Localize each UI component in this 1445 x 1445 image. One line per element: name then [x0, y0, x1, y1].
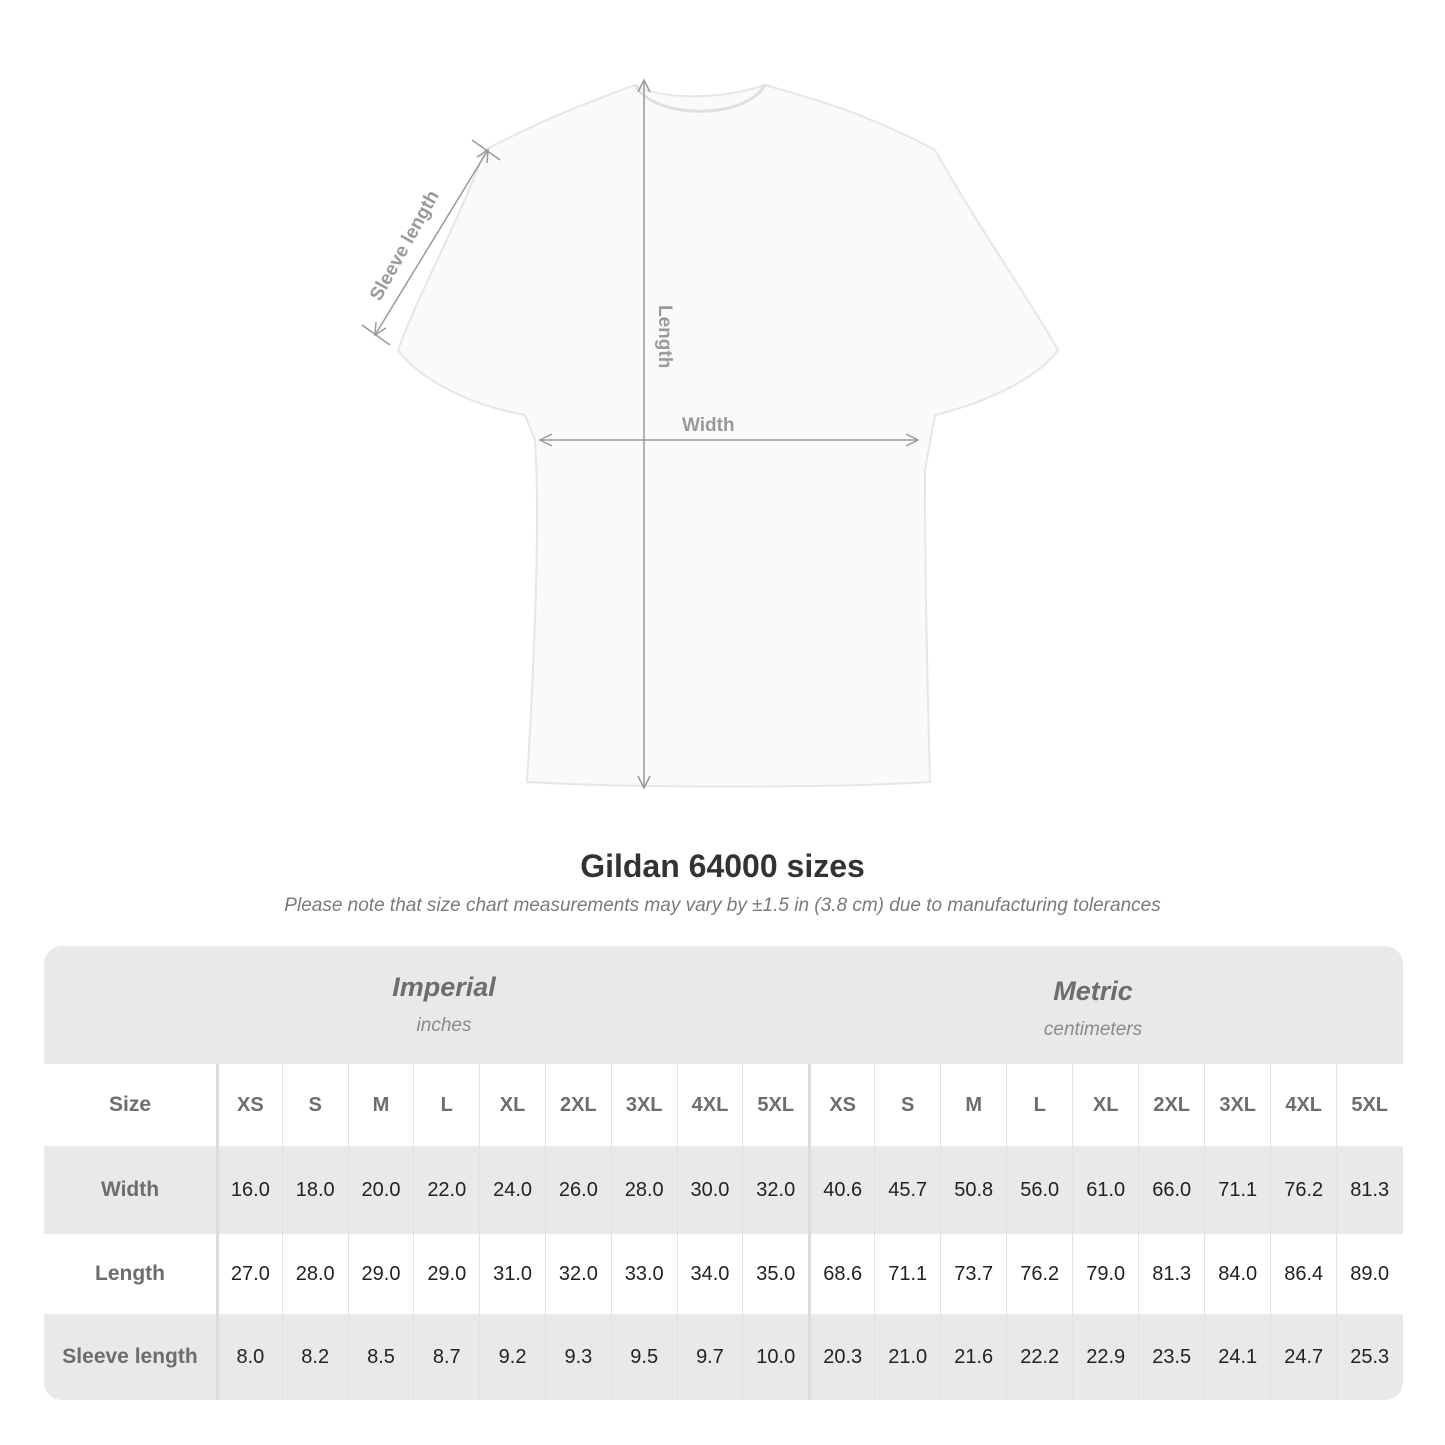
value-cell: 8.7 [413, 1314, 479, 1400]
imperial-unit: inches [416, 1015, 472, 1036]
tshirt-image [396, 83, 1060, 788]
value-cell: 22.2 [1006, 1314, 1072, 1400]
value-cell: 33.0 [610, 1234, 677, 1314]
value-cell: 50.8 [940, 1146, 1006, 1234]
value-cell: 26.0 [544, 1146, 611, 1234]
tolerance-note: Please note that size chart measurements… [284, 895, 1161, 916]
value-cell: 21.0 [874, 1314, 940, 1400]
value-cell: 29.0 [413, 1234, 479, 1314]
value-cell: 24.1 [1204, 1314, 1270, 1400]
value-cell: 68.6 [808, 1234, 874, 1314]
value-cell: 29.0 [347, 1234, 414, 1314]
value-cell: 21.6 [940, 1314, 1006, 1400]
size-header-cell: M [940, 1064, 1006, 1146]
value-cell: 71.1 [874, 1234, 940, 1314]
size-header-cell: M [347, 1064, 414, 1146]
value-cell: 34.0 [676, 1234, 743, 1314]
value-cell: 32.0 [544, 1234, 611, 1314]
value-cell: 18.0 [281, 1146, 348, 1234]
row-label: Length [95, 1262, 165, 1285]
table-row-length: Length 27.0 28.0 29.0 29.0 31.0 32.0 33.0 34.0 35… [44, 1234, 1403, 1314]
value-cell: 66.0 [1138, 1146, 1204, 1234]
value-cell: 24.0 [479, 1146, 545, 1234]
width-label: Width [682, 415, 735, 436]
value-cell: 8.2 [281, 1314, 348, 1400]
value-cell: 76.2 [1270, 1146, 1336, 1234]
tshirt-diagram: Sleeve length Length Width [361, 78, 1060, 790]
imperial-header: Imperial inches [244, 972, 644, 1037]
size-header-cell: 5XL [1336, 1064, 1402, 1146]
size-header-cell: S [281, 1064, 348, 1146]
value-cell: 27.0 [216, 1234, 282, 1314]
value-cell: 71.1 [1204, 1146, 1270, 1234]
size-header-cell: 3XL [1204, 1064, 1270, 1146]
size-header-cell: XS [216, 1064, 282, 1146]
value-cell: 22.0 [413, 1146, 479, 1234]
table-row-sleeve-length: Sleeve length 8.0 8.2 8.5 8.7 9.2 9.3 9.5 9.7 10.… [44, 1314, 1403, 1400]
size-header-cell: 5XL [742, 1064, 808, 1146]
value-cell: 73.7 [940, 1234, 1006, 1314]
size-table: Imperial inches Metric centimeters Size X… [44, 946, 1403, 1400]
value-cell: 8.0 [216, 1314, 282, 1400]
length-label: Length [654, 305, 675, 368]
value-cell: 25.3 [1336, 1314, 1402, 1400]
imperial-title: Imperial [392, 972, 496, 1002]
table-row-width: Width 16.0 18.0 20.0 22.0 24.0 26.0 28.0 30.0 32.… [44, 1146, 1403, 1234]
value-cell: 81.3 [1138, 1234, 1204, 1314]
value-cell: 10.0 [742, 1314, 808, 1400]
size-header-cell: 4XL [1270, 1064, 1336, 1146]
value-cell: 35.0 [742, 1234, 808, 1314]
value-cell: 61.0 [1072, 1146, 1138, 1234]
value-cell: 45.7 [874, 1146, 940, 1234]
value-cell: 24.7 [1270, 1314, 1336, 1400]
value-cell: 9.7 [676, 1314, 743, 1400]
size-header-cell: 2XL [544, 1064, 611, 1146]
value-cell: 40.6 [808, 1146, 874, 1234]
value-cell: 22.9 [1072, 1314, 1138, 1400]
value-cell: 8.5 [347, 1314, 414, 1400]
value-cell: 9.5 [610, 1314, 677, 1400]
row-label: Size [108, 1093, 152, 1116]
size-row: Size XS S M L XL 2XL 3XL 4XL 5XL XS S M L XL 2XL 3XL 4XL 5… [44, 1064, 1403, 1146]
value-cell: 84.0 [1204, 1234, 1270, 1314]
value-cell: 79.0 [1072, 1234, 1138, 1314]
page-title: Gildan 64000 sizes [580, 848, 865, 884]
value-cell: 32.0 [742, 1146, 808, 1234]
value-cell: 56.0 [1006, 1146, 1072, 1234]
value-cell: 28.0 [610, 1146, 677, 1234]
value-cell: 23.5 [1138, 1314, 1204, 1400]
size-header-cell: 3XL [610, 1064, 677, 1146]
row-label: Sleeve length [62, 1345, 198, 1368]
value-cell: 20.3 [808, 1314, 874, 1400]
size-header-cell: XS [808, 1064, 874, 1146]
size-header-cell: XL [1072, 1064, 1138, 1146]
size-header-cell: L [1006, 1064, 1072, 1146]
value-cell: 30.0 [676, 1146, 743, 1234]
unit-header: Imperial inches Metric centimeters [44, 946, 1403, 1064]
value-cell: 16.0 [216, 1146, 282, 1234]
value-cell: 28.0 [281, 1234, 348, 1314]
metric-header: Metric centimeters [893, 976, 1293, 1041]
value-cell: 89.0 [1336, 1234, 1402, 1314]
size-header-cell: XL [479, 1064, 545, 1146]
value-cell: 9.2 [479, 1314, 545, 1400]
value-cell: 76.2 [1006, 1234, 1072, 1314]
value-cell: 9.3 [544, 1314, 611, 1400]
row-label: Width [100, 1178, 160, 1201]
value-cell: 86.4 [1270, 1234, 1336, 1314]
value-cell: 81.3 [1336, 1146, 1402, 1234]
size-header-cell: 2XL [1138, 1064, 1204, 1146]
size-header-cell: 4XL [676, 1064, 743, 1146]
metric-unit: centimeters [1043, 1019, 1143, 1040]
size-header-cell: L [413, 1064, 479, 1146]
value-cell: 20.0 [347, 1146, 414, 1234]
value-cell: 31.0 [479, 1234, 545, 1314]
size-header-cell: S [874, 1064, 940, 1146]
metric-title: Metric [1053, 976, 1133, 1006]
